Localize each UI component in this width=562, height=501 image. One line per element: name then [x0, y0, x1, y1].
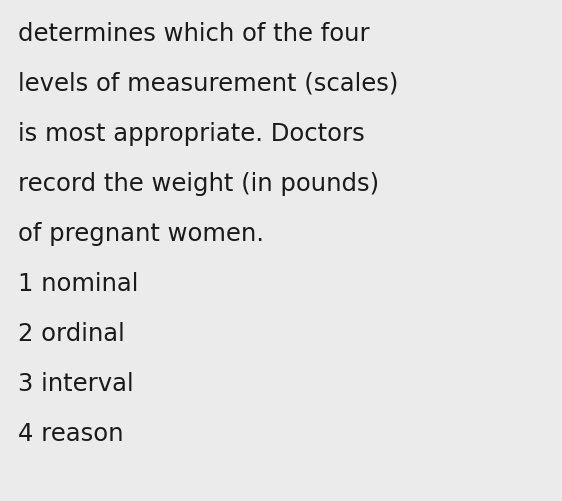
Text: levels of measurement (scales): levels of measurement (scales) — [18, 72, 398, 96]
Text: is most appropriate. Doctors: is most appropriate. Doctors — [18, 122, 365, 146]
Text: record the weight (in pounds): record the weight (in pounds) — [18, 172, 379, 195]
Text: 3 interval: 3 interval — [18, 371, 134, 395]
Text: determines which of the four: determines which of the four — [18, 22, 370, 46]
Text: 4 reason: 4 reason — [18, 421, 124, 445]
Text: 1 nominal: 1 nominal — [18, 272, 138, 296]
Text: 2 ordinal: 2 ordinal — [18, 321, 125, 345]
Text: of pregnant women.: of pregnant women. — [18, 221, 264, 245]
